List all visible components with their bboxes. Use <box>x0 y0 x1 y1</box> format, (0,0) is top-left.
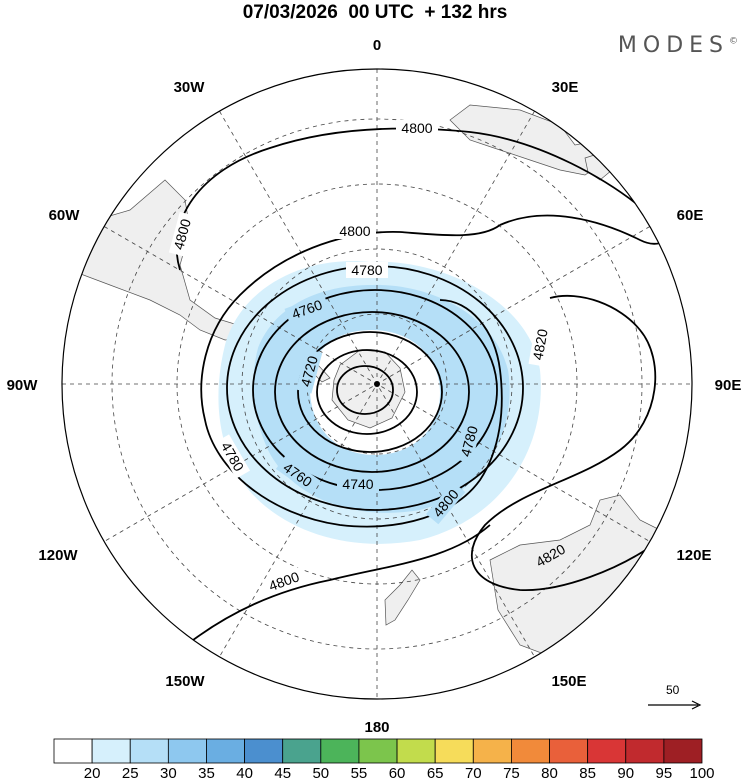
contour-label: 4720 <box>295 348 323 394</box>
colorbar-tick-label: 20 <box>83 765 101 782</box>
colorbar-tick-label: 80 <box>541 765 558 782</box>
contour-label-text: 4800 <box>339 223 370 239</box>
lon-label-120e: 120E <box>676 547 711 564</box>
contour-4820 <box>470 294 661 591</box>
lon-label-120w: 120W <box>38 547 78 564</box>
jet-mid <box>253 284 510 513</box>
lon-label-60w: 60W <box>49 207 81 224</box>
lon-label-60e: 60E <box>677 207 704 224</box>
lon-label-30e: 30E <box>552 79 579 96</box>
colorbar-tick-label: 95 <box>655 765 673 782</box>
land-africa <box>449 104 611 176</box>
land <box>62 104 666 661</box>
colorbar-tick-label: 70 <box>464 765 482 782</box>
longitude-labels: 0 30E 60E 90E 120E 150E 180 150W 120W 90… <box>7 37 742 736</box>
contour-label: 4820 <box>528 322 552 367</box>
map-title: 07/03/2026 00 UTC + 132 hrs <box>242 2 508 23</box>
land-south-america <box>62 179 246 341</box>
contour-4800-outer <box>175 127 666 271</box>
colorbar-tick-label: 40 <box>236 765 253 782</box>
lon-label-150w: 150W <box>165 673 205 690</box>
colorbar-swatch <box>396 738 436 764</box>
colorbar-tick-label: 85 <box>579 765 596 782</box>
colorbar-swatch <box>549 738 589 764</box>
colorbar-swatch <box>91 738 131 764</box>
contour-4720 <box>316 349 418 435</box>
contour-label-text: 4800 <box>170 217 194 251</box>
colorbar-swatch <box>206 738 245 764</box>
contour-label: 4800 <box>261 566 307 596</box>
colorbar-swatch <box>167 738 207 764</box>
colorbar-swatch <box>129 738 169 764</box>
colorbar-tick-label: 35 <box>198 765 215 782</box>
land-new-zealand <box>384 569 421 626</box>
contour-label-text: 4820 <box>529 328 550 362</box>
colorbar <box>53 738 703 764</box>
lon-label-150e: 150E <box>551 673 586 690</box>
colorbar-tick-label: 50 <box>312 765 330 782</box>
arrow-head-icon <box>691 700 702 710</box>
colorbar-swatch <box>358 738 398 764</box>
contour-label: 4780 <box>346 262 388 278</box>
contour-label: 4800 <box>396 120 438 136</box>
colorbar-tick-label: 30 <box>160 765 177 782</box>
colorbar-swatch <box>472 738 512 764</box>
colorbar-swatch <box>244 738 284 764</box>
colorbar-tick-label: 65 <box>426 765 444 782</box>
reference-vector-label: 50 <box>666 683 680 697</box>
brand-mark: © <box>729 36 738 47</box>
contour-label: 4740 <box>337 476 379 492</box>
colorbar-tick-label: 100 <box>689 765 715 782</box>
lon-label-90e: 90E <box>715 377 742 394</box>
pole-marker <box>374 381 380 387</box>
contour-4700 <box>336 365 394 415</box>
brand-logo: MODES© <box>618 33 738 58</box>
lon-label-90w: 90W <box>7 377 39 394</box>
colorbar-swatch <box>320 738 360 764</box>
lon-label-30w: 30W <box>174 79 206 96</box>
colorbar-swatch <box>53 738 93 764</box>
colorbar-tick-label: 60 <box>388 765 406 782</box>
reference-vector <box>648 700 702 710</box>
colorbar-swatch <box>587 738 627 764</box>
contour-label: 4780 <box>455 418 483 464</box>
contour-label-text: 4800 <box>267 568 302 594</box>
contour-label-text: 4740 <box>342 476 373 492</box>
contour-label-text: 4780 <box>457 424 481 458</box>
land-antarctica <box>331 349 406 429</box>
colorbar-swatch <box>625 738 665 764</box>
contour-label: 4800 <box>334 223 376 239</box>
colorbar-tick-label: 45 <box>274 765 292 782</box>
contour-label-text: 4720 <box>297 354 321 388</box>
colorbar-swatch <box>434 738 474 764</box>
contour-4800-south <box>179 524 491 651</box>
lon-label-0: 0 <box>373 37 381 54</box>
colorbar-tick-label: 25 <box>121 765 139 782</box>
colorbar-tick-label: 55 <box>350 765 368 782</box>
land-australia <box>489 494 666 661</box>
contour-label-text: 4780 <box>351 262 382 278</box>
contour-4740-b <box>297 331 443 453</box>
colorbar-swatch <box>282 738 322 764</box>
map-border <box>61 68 693 700</box>
brand-name: MODES <box>617 33 729 58</box>
colorbar-swatch <box>511 738 550 764</box>
contour-label-text: 4800 <box>401 120 432 136</box>
colorbar-tick-label: 75 <box>503 765 520 782</box>
colorbar-tick-label: 90 <box>617 765 635 782</box>
map-disc: 4800 4800 4800 4780 4760 4720 <box>62 69 692 699</box>
contour-label: 4800 <box>168 211 196 257</box>
colorbar-swatch <box>663 738 703 764</box>
contour-4740-a <box>274 311 470 473</box>
lon-label-180: 180 <box>364 719 389 736</box>
